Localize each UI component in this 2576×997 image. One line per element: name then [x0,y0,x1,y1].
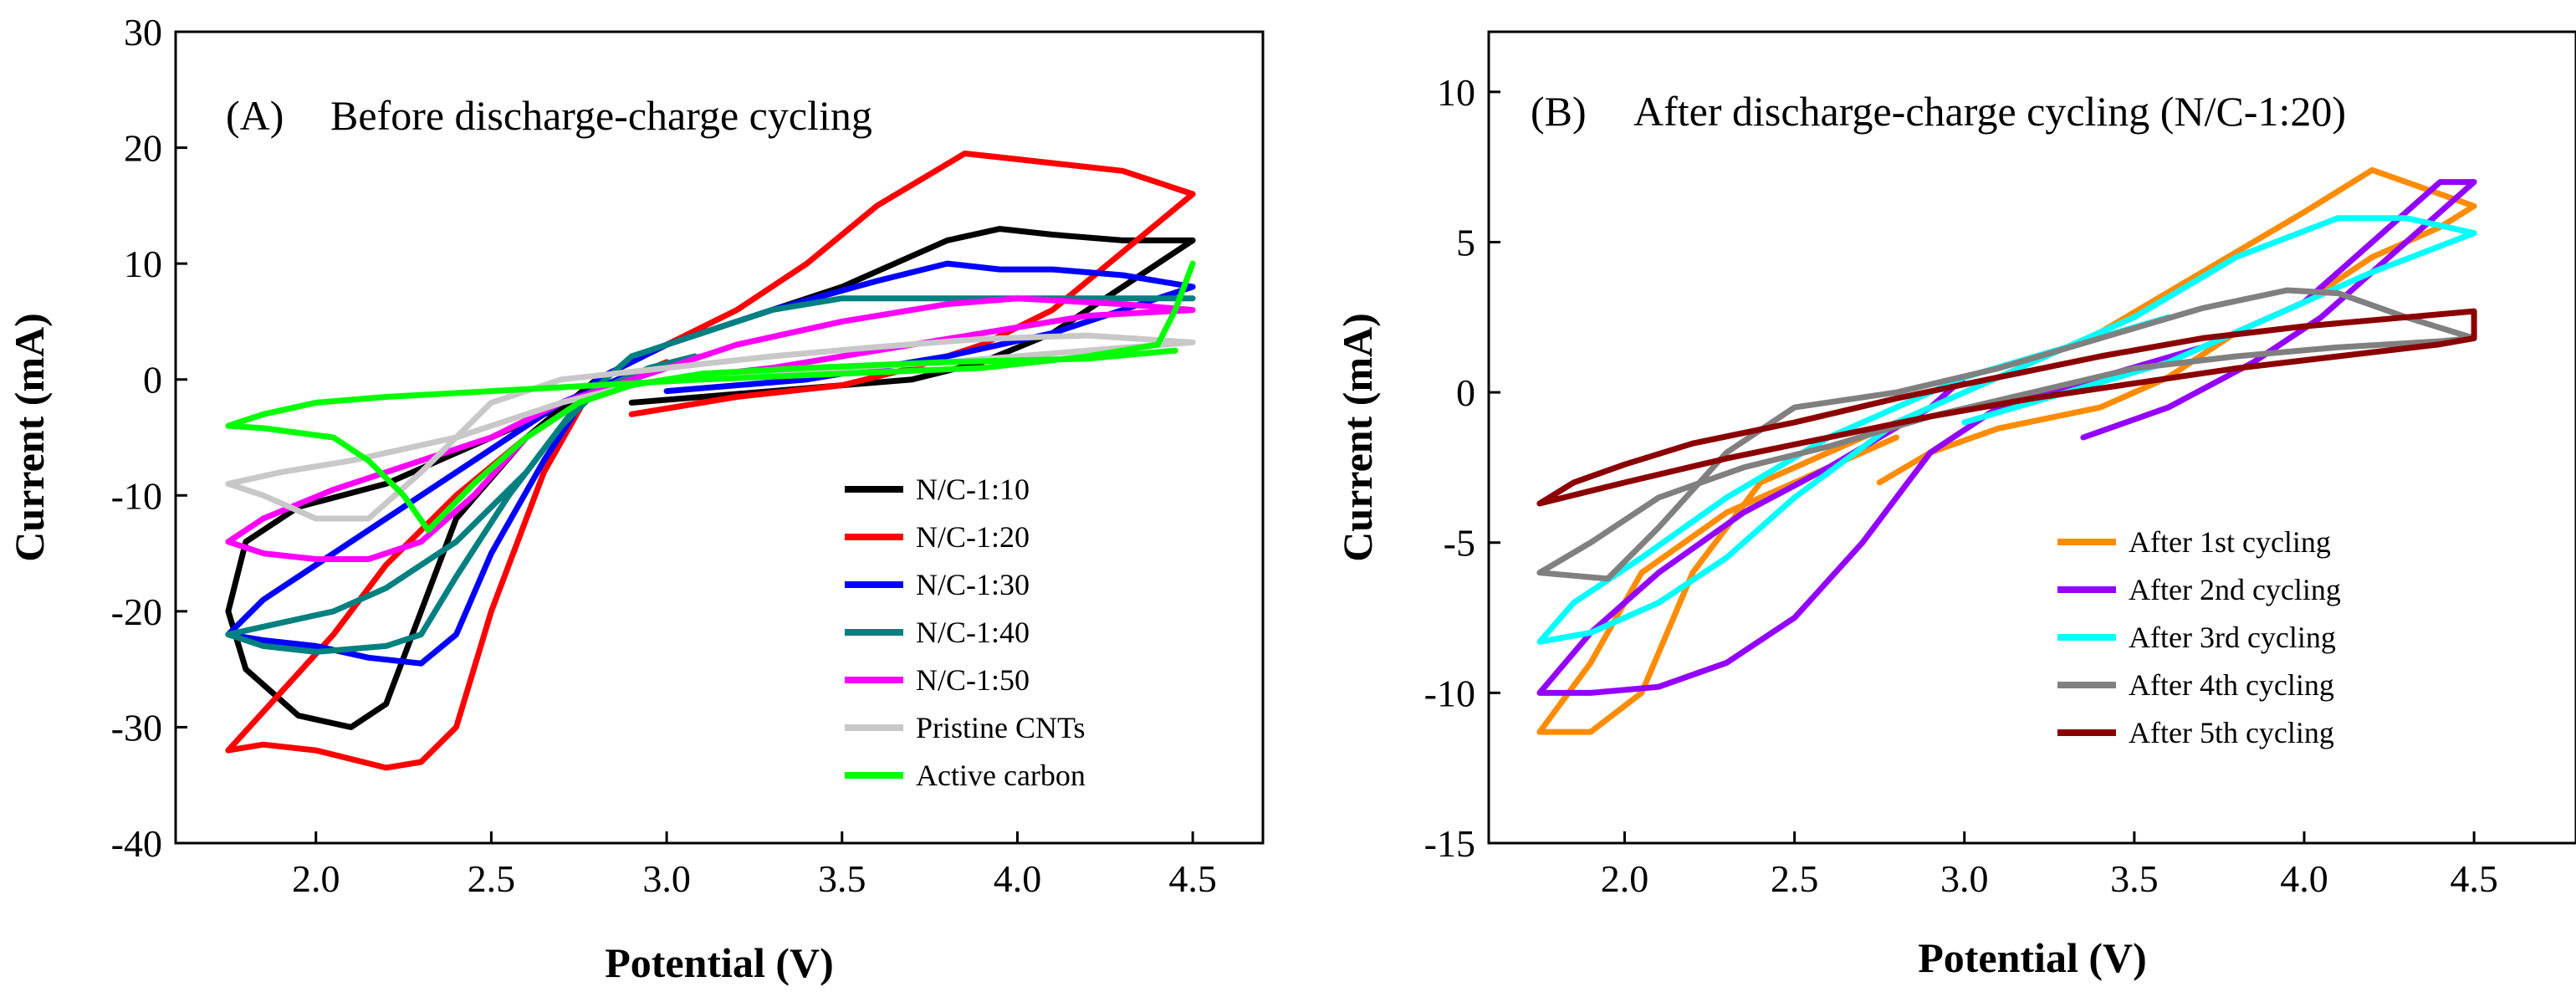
panel-a-legend-label: Pristine CNTs [916,711,1086,744]
panel-a-legend-label: N/C-1:10 [916,473,1030,506]
panel-a-legend-label: N/C-1:30 [916,568,1030,601]
panel-b-series-5-line [1536,308,2477,507]
panel-a-legend: N/C-1:10 N/C-1:20 N/C-1:30 N/C-1:40 N/C-1:50… [845,473,1086,792]
panel-b-series-1-line [1536,166,2477,735]
panel-a-y-tick-label: 30 [124,11,162,54]
panel-a-x-tick-label: 2.5 [468,857,516,900]
panel-a-y-tick-label: -20 [111,591,162,633]
panel-b-series-layer [1536,166,2477,735]
panel-b-y-tick-label: 5 [1456,221,1475,263]
panel-b-x-tick-label: 2.5 [1771,857,1819,900]
panel-a-x-tick-label: 3.5 [818,857,866,900]
panel-a-x-ticks: 2.0 2.5 3.0 3.5 4.0 4.5 [292,831,1217,900]
panel-b-plot-frame [1487,30,2576,845]
panel-b-series-4-line [1536,287,2477,582]
panel-a-series-4-line [225,295,1196,655]
panel-b-x-axis-label: Potential (V) [1918,934,2147,981]
panel-b-x-tick-label: 3.5 [2110,857,2159,900]
panel-a-series-layer [225,151,1196,771]
panel-b-y-tick-label: 0 [1456,371,1475,414]
panel-b-legend-label: After 3rd cycling [2129,621,2336,654]
panel-b-y-tick-label: -5 [1444,522,1475,565]
panel-a-y-tick-label: -40 [111,822,162,865]
panel-a-legend-label: N/C-1:20 [916,520,1030,554]
panel-a-y-tick-label: -30 [111,706,162,749]
panel-a-series-3-line [225,260,1196,667]
panel-b-legend-label: After 1st cycling [2129,525,2331,559]
panel-a-x-tick-label: 4.5 [1168,857,1217,900]
panel-b-title: After discharge-charge cycling (N/C-1:20… [1633,88,2346,135]
panel-b-y-ticks: -15 -10 -5 0 5 10 [1424,71,1500,865]
panel-a-x-tick-label: 3.0 [642,857,691,900]
panel-b-x-tick-label: 2.0 [1601,857,1649,900]
panel-b-series-2-line [1536,179,2477,696]
panel-b-legend-label: After 2nd cycling [2129,573,2341,606]
panel-a-legend-label: N/C-1:50 [916,663,1030,697]
panel-a-legend-label: N/C-1:40 [916,616,1030,649]
panel-b-y-tick-label: -10 [1424,672,1475,714]
panel-b-legend-label: After 4th cycling [2129,668,2334,702]
panel-b-series-3-line [1536,215,2477,645]
panel-b: 2.0 2.5 3.0 3.5 4.0 4.5 -15 -10 -5 0 5 10 (B) Afte… [1334,30,2576,981]
panel-a-plot-frame [174,30,1265,845]
panel-b-y-tick-label: 10 [1437,71,1475,114]
panel-b-label: (B) [1531,88,1587,135]
panel-a-series-7-line [225,260,1196,534]
panel-b-x-tick-label: 4.5 [2450,857,2498,900]
panel-a-y-tick-label: -10 [111,474,162,517]
panel-a-x-tick-label: 4.0 [994,857,1042,900]
panel-b-legend: After 1st cycling After 2nd cycling After … [2057,525,2341,749]
panel-a-x-tick-label: 2.0 [292,857,340,900]
panel-b-y-axis-label: Current (mA) [1334,313,1381,562]
panel-b-y-tick-label: -15 [1424,822,1475,865]
panel-a-y-axis-label: Current (mA) [6,313,53,562]
panel-a-legend-label: Active carbon [916,759,1086,792]
panel-a-y-ticks: -40 -30 -20 -10 0 10 20 30 [111,11,187,865]
panel-b-x-tick-label: 4.0 [2280,857,2328,900]
panel-a-y-tick-label: 10 [124,243,162,285]
panel-a-y-tick-label: 0 [143,359,162,401]
panel-a-title: Before discharge-charge cycling [330,92,872,139]
panel-b-x-ticks: 2.0 2.5 3.0 3.5 4.0 4.5 [1601,831,2498,900]
panel-b-x-tick-label: 3.0 [1940,857,1989,900]
panel-a-series-2-line [225,151,1196,771]
panel-a-x-axis-label: Potential (V) [605,939,834,986]
panel-b-legend-label: After 5th cycling [2129,716,2334,749]
panel-a-label: (A) [226,92,284,139]
panel-a: 2.0 2.5 3.0 3.5 4.0 4.5 -40 -30 -20 -10 0 10 20 30 (… [6,11,1265,986]
panel-a-y-tick-label: 20 [124,127,162,170]
